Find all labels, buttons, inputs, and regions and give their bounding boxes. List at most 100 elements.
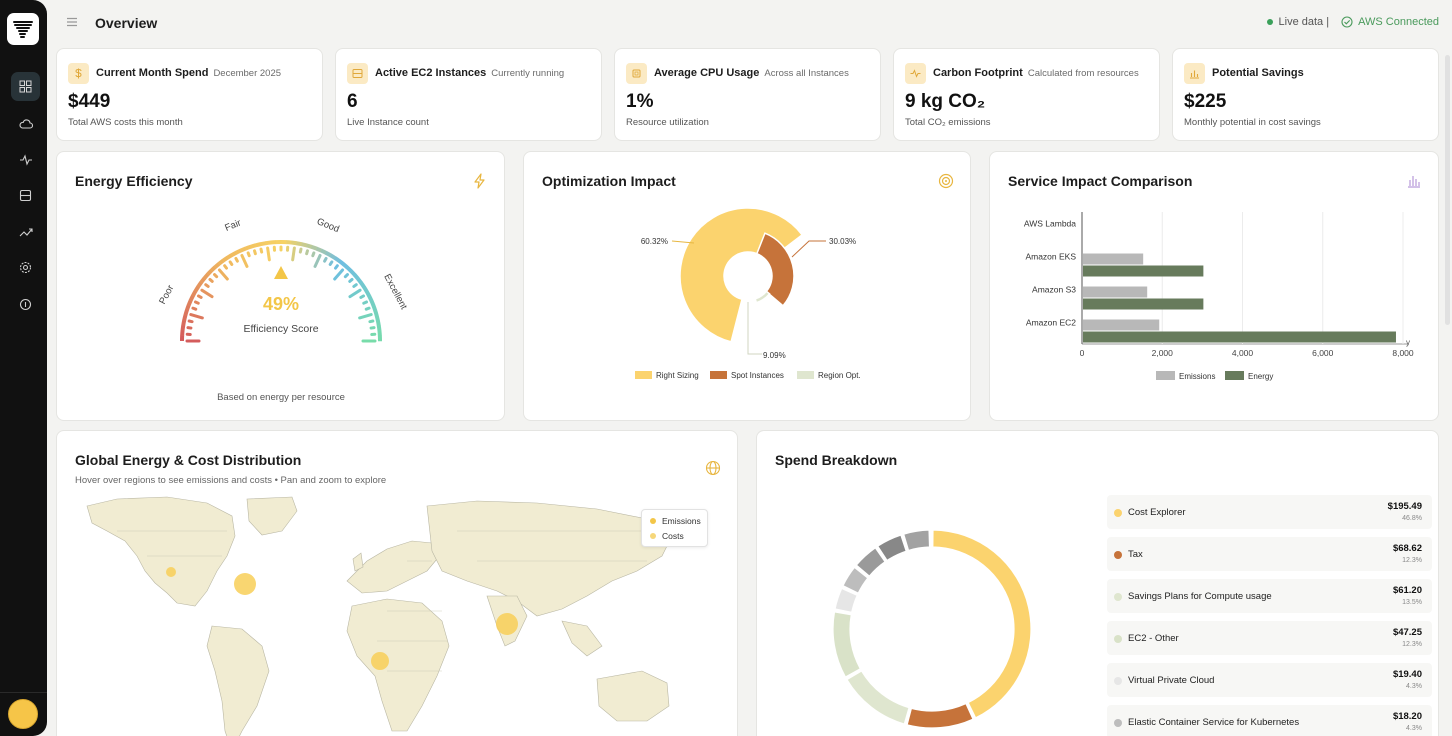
page-scrollbar[interactable] — [1445, 55, 1450, 325]
gauge-arc-segment — [202, 273, 210, 280]
hotspot-india[interactable] — [496, 613, 518, 635]
nav-dashboard[interactable] — [11, 72, 40, 101]
gauge-arc-segment — [209, 265, 217, 273]
nav-cloud[interactable] — [11, 109, 40, 138]
gauge-arc-segment — [286, 240, 292, 245]
pulse-icon — [905, 63, 926, 84]
hotspot-africa[interactable] — [371, 652, 389, 670]
nav-storage[interactable] — [11, 181, 40, 210]
gauge-arc-segment — [275, 240, 282, 245]
header: Overview Live data | AWS Connected — [47, 0, 1452, 46]
map-australia[interactable] — [596, 670, 670, 722]
efficiency-gauge: Poor Fair Good Excellent 49% Efficiency … — [157, 216, 409, 403]
world-map[interactable] — [57, 431, 739, 736]
stat-title: Active EC2 Instances — [375, 67, 487, 79]
menu-icon[interactable] — [67, 17, 77, 27]
gauge-arc-segment — [260, 241, 267, 247]
bar-energy-amazon-eks[interactable] — [1083, 265, 1204, 277]
energy-efficiency-card: Energy Efficiency Poor Fair Good Excelle… — [56, 151, 505, 421]
stat-description: Total AWS costs this month — [68, 117, 183, 128]
bar-emissions-amazon-s3[interactable] — [1083, 286, 1148, 298]
gauge-arc-segment — [353, 273, 360, 281]
app-logo[interactable] — [7, 13, 39, 45]
bar-emissions-amazon-ec2[interactable] — [1083, 319, 1160, 331]
nav-help[interactable] — [11, 290, 40, 319]
donut-slice-ec2-other[interactable] — [832, 611, 862, 678]
gauge-tick — [313, 253, 322, 268]
nav-trends[interactable] — [11, 217, 40, 246]
legend-label-emissions: Emissions — [662, 516, 701, 526]
x-tick-label: 4,000 — [1232, 348, 1254, 358]
donut-slice-elastic-container-service-for-kubernetes[interactable] — [842, 566, 869, 594]
gauge-tick — [333, 268, 345, 281]
nav-activity[interactable] — [11, 145, 40, 174]
nav-settings[interactable] — [11, 253, 40, 282]
gauge-label-excellent: Excellent — [381, 272, 409, 312]
gauge-tick — [359, 294, 366, 299]
sidebar-divider — [0, 692, 47, 693]
donut-slice-other[interactable] — [902, 529, 931, 552]
x-axis-suffix: y — [1406, 338, 1410, 347]
map-asia[interactable] — [426, 500, 673, 617]
gauge-arc-segment — [199, 277, 206, 284]
gauge-arc-segment — [315, 246, 323, 253]
map-borders — [117, 530, 657, 672]
gauge-arc-segment — [301, 242, 308, 248]
stat-subtitle: Currently running — [491, 68, 565, 79]
gauge-arc-segment — [265, 240, 272, 246]
gauge-arc-segment — [221, 256, 229, 263]
gauge-arc-segment — [291, 240, 298, 246]
gauge-tick — [208, 277, 214, 283]
gauge-arc-segment — [371, 304, 378, 312]
gauge-arc-segment — [369, 299, 376, 307]
server-icon — [347, 63, 368, 84]
donut-slice-virtual-private-cloud[interactable] — [834, 587, 859, 614]
gauge-arc-segment — [362, 285, 369, 293]
gauge-tick — [328, 260, 334, 266]
stat-description: Live Instance count — [347, 117, 429, 128]
gauge-arc-segment — [180, 324, 186, 331]
gauge-tick — [253, 249, 257, 256]
gauge-arc-segment — [374, 314, 380, 322]
map-uk[interactable] — [352, 552, 364, 572]
gear-icon — [19, 261, 32, 274]
legend-swatch-spot — [710, 371, 727, 379]
map-se-asia[interactable] — [561, 620, 603, 657]
legend-label-energy: Energy — [1248, 372, 1273, 381]
gauge-tick — [266, 246, 271, 262]
donut-slice-other[interactable] — [876, 534, 907, 562]
bar-emissions-amazon-eks[interactable] — [1083, 253, 1144, 265]
spend-row[interactable]: Savings Plans for Compute usage $61.20 1… — [1107, 579, 1432, 613]
spend-row[interactable]: Tax $68.62 12.3% — [1107, 537, 1432, 571]
target-icon — [938, 173, 954, 189]
avatar[interactable] — [8, 699, 38, 729]
bar-energy-amazon-ec2[interactable] — [1083, 331, 1396, 343]
bar-energy-amazon-s3[interactable] — [1083, 298, 1204, 310]
hotspot-us-west[interactable] — [166, 567, 176, 577]
donut-slice-savings-plans-for-compute-usage[interactable] — [846, 670, 910, 725]
spend-row[interactable]: Cost Explorer $195.49 46.8% — [1107, 495, 1432, 529]
map-south-america[interactable] — [206, 625, 270, 736]
stat-card-ec2: Active EC2 Instances Currently running 6 … — [335, 48, 602, 141]
spend-row[interactable]: Elastic Container Service for Kubernetes… — [1107, 705, 1432, 736]
hotspot-us-east[interactable] — [234, 573, 256, 595]
gauge-footer: Based on energy per resource — [217, 392, 345, 403]
donut-slice-other[interactable] — [855, 547, 886, 577]
gauge-arc-segment — [193, 285, 200, 293]
spend-row[interactable]: Virtual Private Cloud $19.40 4.3% — [1107, 663, 1432, 697]
optimization-impact-card: Optimization Impact 60.32% 30.03% 9.09% … — [523, 151, 971, 421]
donut-slice-cost-explorer[interactable] — [932, 529, 1032, 719]
spend-row[interactable]: EC2 - Other $47.25 12.3% — [1107, 621, 1432, 655]
donut-slice-tax[interactable] — [906, 702, 974, 729]
globe-icon[interactable] — [705, 460, 721, 476]
map-africa[interactable] — [346, 598, 450, 732]
map-greenland[interactable] — [246, 496, 298, 536]
pie-slice-spot-instances[interactable] — [755, 232, 795, 307]
pie-slice-region-opt-[interactable] — [754, 290, 771, 304]
map-north-america[interactable] — [86, 496, 236, 607]
gauge-score: 49% — [263, 294, 299, 314]
gauge-tick — [187, 319, 194, 324]
spend-value: $195.49 — [1387, 501, 1422, 512]
spend-name: Elastic Container Service for Kubernetes — [1128, 717, 1300, 728]
legend-swatch-region — [797, 371, 814, 379]
